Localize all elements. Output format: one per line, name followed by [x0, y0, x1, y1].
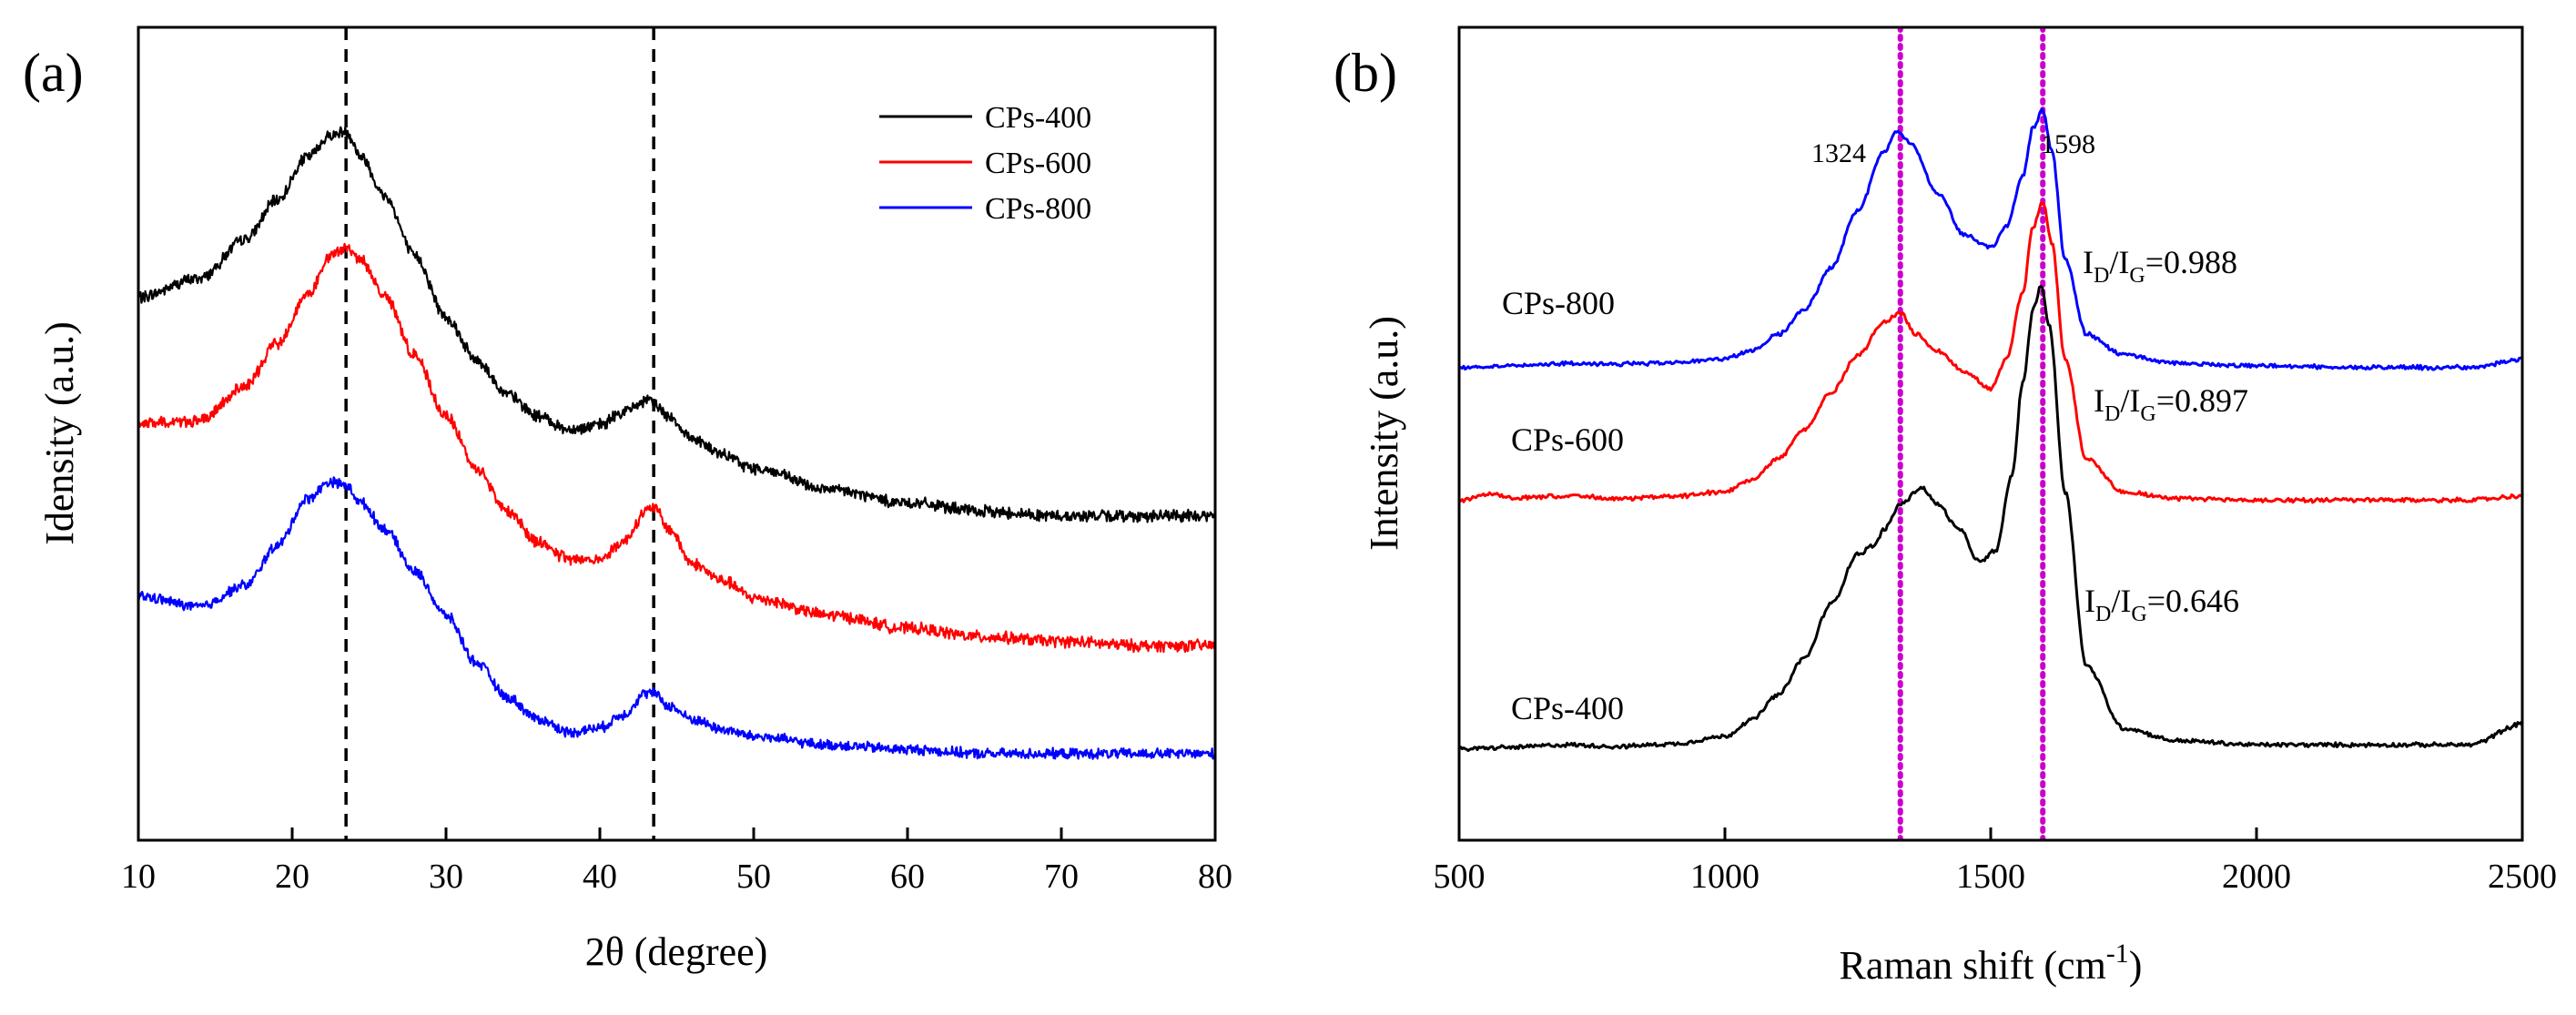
panel-b-series-cps-400	[1459, 285, 2522, 753]
panel-a-x-tick-label-70: 70	[1044, 858, 1079, 896]
panel-a-plot-frame	[137, 25, 1217, 842]
panel-a-x-tick-label-10: 10	[121, 858, 156, 896]
panel-b-reference-lines	[1897, 27, 2046, 840]
panel-a: 10 20 30 40 50 60 70 80 (a) 2θ (degree) Idensit…	[23, 25, 1232, 974]
panel-a-reference-lines	[344, 27, 655, 840]
panel-a-x-tick-label-50: 50	[736, 858, 771, 896]
panel-b-x-axis-label: Raman shift (cm-1)	[1840, 939, 2143, 988]
panel-b-series-label-cps-800: CPs-800	[1502, 285, 1615, 321]
panel-b-labels: 1324 1598 CPs-800 CPs-600 CPs-400 ID/IG=0.988…	[1502, 129, 2248, 726]
panel-a-x-tick-label-80: 80	[1198, 858, 1232, 896]
panel-b-x-axis-label-close: )	[2129, 943, 2143, 988]
panel-b-label: (b)	[1334, 43, 1397, 103]
panel-b-x-tick-label-2500: 2500	[2488, 858, 2557, 896]
panel-b-ratio-annotation-cps-400: ID/IG=0.646	[2084, 583, 2239, 626]
panel-b-x-ticks: 500 1000 1500 2000 2500	[1434, 827, 2557, 896]
panel-b-series-label-cps-400: CPs-400	[1511, 690, 1624, 726]
panel-a-x-axis-label: 2θ (degree)	[585, 929, 768, 974]
panel-a-series	[138, 126, 1215, 760]
panel-b-series-cps-800	[1459, 107, 2522, 371]
panel-b-x-tick-label-1000: 1000	[1690, 858, 1760, 896]
panel-a-series-cps-800	[138, 476, 1215, 760]
panel-a-legend-label-cps-800: CPs-800	[985, 192, 1091, 226]
panel-b-x-axis-label-main: Raman shift (cm	[1840, 943, 2106, 988]
panel-a-series-cps-400	[138, 126, 1215, 523]
panel-a-x-tick-label-40: 40	[583, 858, 617, 896]
panel-a-x-tick-label-30: 30	[429, 858, 463, 896]
panel-b-y-axis-label: Intensity (a.u.)	[1362, 316, 1406, 551]
panel-a-series-cps-600	[138, 242, 1215, 654]
panel-b-series-label-cps-600: CPs-600	[1511, 421, 1624, 458]
panel-b-ratio-annotation-cps-800: ID/IG=0.988	[2083, 244, 2237, 288]
panel-a-label: (a)	[23, 43, 84, 103]
panel-b-x-axis-label-sup: -1	[2106, 939, 2129, 969]
panel-a-x-tick-label-20: 20	[275, 858, 309, 896]
panel-b-x-tick-label-500: 500	[1434, 858, 1486, 896]
panel-a-y-axis-label: Idensity (a.u.)	[37, 321, 82, 545]
panel-a-plot-clip-group	[138, 27, 1215, 840]
panel-b-x-tick-label-1500: 1500	[1956, 858, 2025, 896]
panel-b: 500 1000 1500 2000 2500 (b) Raman shift (cm-…	[1334, 25, 2557, 988]
panel-b-plot-clip-group	[1459, 27, 2522, 840]
panel-a-x-ticks: 10 20 30 40 50 60 70 80	[121, 827, 1232, 896]
panel-b-peak-label-1598: 1598	[2041, 129, 2095, 159]
panel-a-legend: CPs-400 CPs-600 CPs-800	[879, 101, 1091, 226]
panel-b-series-cps-600	[1459, 201, 2522, 504]
panel-b-series	[1459, 107, 2522, 753]
panel-b-x-tick-label-2000: 2000	[2222, 858, 2291, 896]
panel-a-legend-label-cps-400: CPs-400	[985, 101, 1091, 135]
panel-b-peak-label-1324: 1324	[1811, 138, 1866, 168]
panel-a-x-tick-label-60: 60	[890, 858, 925, 896]
panel-a-legend-label-cps-600: CPs-600	[985, 147, 1091, 180]
panel-b-ratio-annotation-cps-600: ID/IG=0.897	[2094, 382, 2248, 426]
